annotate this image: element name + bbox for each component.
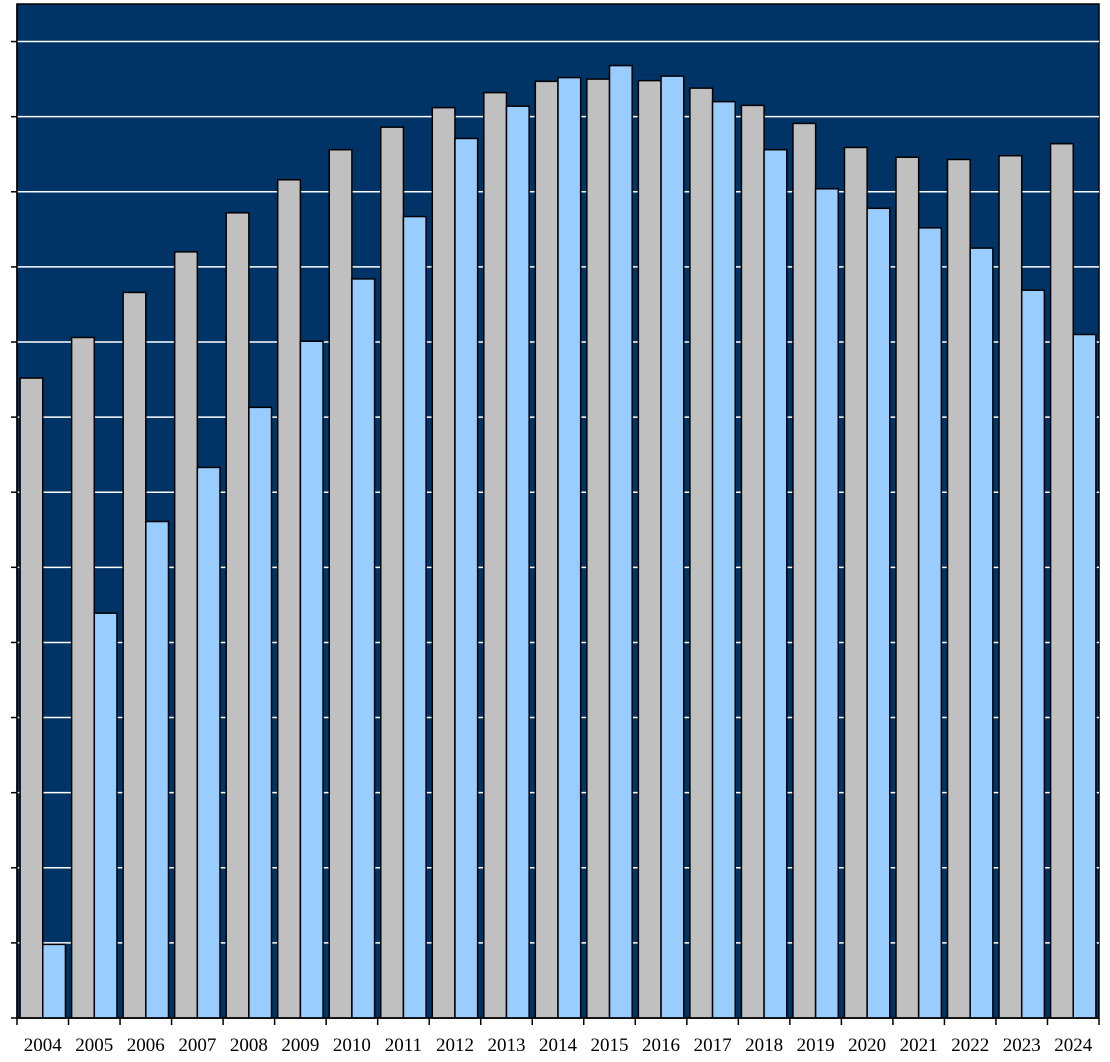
x-tick-label-2005: 2005 xyxy=(75,1035,113,1056)
bar-series-1-2006 xyxy=(122,291,147,1019)
x-tick-label-2016: 2016 xyxy=(642,1035,680,1056)
bar-series-1-2018 xyxy=(740,104,765,1019)
bar-series-2-2014 xyxy=(557,76,582,1019)
bar-series-2-2021 xyxy=(917,227,943,1019)
bar-series-2-2016 xyxy=(660,75,685,1019)
bar-series-2-2011 xyxy=(402,215,427,1019)
bar-series-2-2017 xyxy=(711,100,736,1019)
bar-series-2-2012 xyxy=(454,137,479,1019)
bar-series-2-2013 xyxy=(505,105,530,1019)
x-tick-label-2013: 2013 xyxy=(487,1035,525,1056)
x-tick-label-2024: 2024 xyxy=(1054,1035,1093,1056)
x-tick-label-2017: 2017 xyxy=(694,1035,732,1056)
bar-series-1-2005 xyxy=(70,336,96,1019)
bar-series-1-2023 xyxy=(998,154,1023,1019)
bar-series-2-2006 xyxy=(145,520,170,1019)
x-tick-label-2006: 2006 xyxy=(127,1035,165,1056)
bar-series-1-2004 xyxy=(19,377,44,1019)
bar-series-2-2004 xyxy=(42,943,67,1019)
x-tick-label-2022: 2022 xyxy=(951,1035,989,1056)
bar-series-2-2015 xyxy=(608,64,633,1019)
bar-series-1-2012 xyxy=(431,106,456,1019)
bar-series-2-2019 xyxy=(814,188,840,1019)
bars xyxy=(19,64,1097,1019)
bar-series-2-2007 xyxy=(196,466,221,1019)
x-tick-label-2010: 2010 xyxy=(333,1035,371,1056)
bar-series-1-2017 xyxy=(689,87,714,1019)
bar-series-1-2013 xyxy=(483,91,508,1019)
bar-series-1-2009 xyxy=(276,179,302,1019)
x-tick-label-2020: 2020 xyxy=(848,1035,886,1056)
bar-series-1-2015 xyxy=(586,78,611,1019)
bar-series-1-2014 xyxy=(534,80,559,1019)
x-tick-label-2008: 2008 xyxy=(230,1035,268,1056)
bar-series-2-2022 xyxy=(969,247,994,1019)
bar-series-1-2022 xyxy=(946,158,971,1019)
x-tick-label-2021: 2021 xyxy=(900,1035,938,1056)
x-tick-label-2019: 2019 xyxy=(797,1035,835,1056)
bar-series-1-2024 xyxy=(1049,142,1074,1019)
bar-series-1-2010 xyxy=(328,148,353,1019)
x-tick-labels: 2004 2005 2006 2007 2008 2009 2010 2011 2012 2013… xyxy=(24,1035,1093,1056)
bar-series-2-2008 xyxy=(248,406,273,1019)
bar-series-1-2008 xyxy=(225,212,250,1019)
bar-series-2-2005 xyxy=(93,612,118,1019)
bar-series-2-2023 xyxy=(1020,289,1046,1019)
bar-series-2-2010 xyxy=(351,278,376,1019)
bar-series-2-2020 xyxy=(866,207,891,1019)
x-tick-label-2004: 2004 xyxy=(24,1035,63,1056)
x-tick-label-2011: 2011 xyxy=(385,1035,422,1056)
x-tick-label-2009: 2009 xyxy=(281,1035,319,1056)
bar-series-2-2009 xyxy=(299,340,324,1019)
x-tick-label-2007: 2007 xyxy=(178,1035,216,1056)
x-tick-label-2023: 2023 xyxy=(1003,1035,1041,1056)
x-tick-label-2018: 2018 xyxy=(745,1035,783,1056)
axes xyxy=(11,4,1100,1025)
bar-series-1-2016 xyxy=(637,79,662,1019)
bar-series-1-2021 xyxy=(895,156,920,1019)
x-tick-label-2012: 2012 xyxy=(436,1035,474,1056)
bar-series-2-2018 xyxy=(763,148,788,1019)
bar-series-1-2011 xyxy=(380,126,405,1019)
bar-series-1-2019 xyxy=(792,122,817,1019)
bar-series-1-2020 xyxy=(843,146,868,1019)
bar-series-2-2024 xyxy=(1072,333,1097,1019)
bar-series-1-2007 xyxy=(173,251,199,1019)
x-tick-label-2014: 2014 xyxy=(539,1035,578,1056)
x-tick-label-2015: 2015 xyxy=(591,1035,629,1056)
